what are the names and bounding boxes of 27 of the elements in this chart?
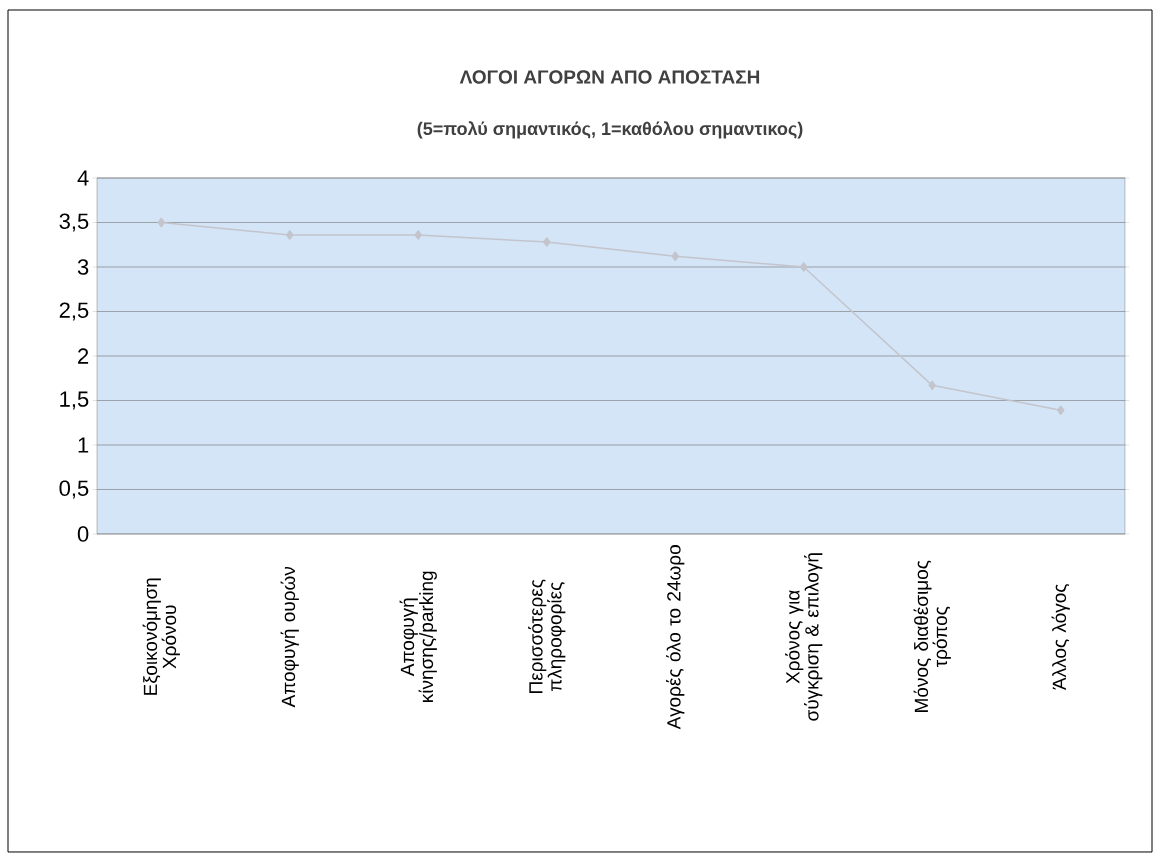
point — [414, 230, 422, 240]
x-tick-label: Αποφυγή ουρών — [280, 566, 299, 708]
x-tick-label: Αγορές όλο το 24ωρο — [666, 545, 685, 730]
x-tick-label: Χρόνος για σύγκριση & επιλογή — [785, 553, 823, 721]
y-tick-label: 0,5 — [59, 480, 89, 499]
y-tick-label: 3,5 — [59, 213, 89, 232]
chart-title: ΛΟΓΟΙ ΑΓΟΡΩΝ ΑΠΟ ΑΠΟΣΤΑΣΗ — [459, 70, 760, 84]
y-tick-label: 3 — [77, 259, 89, 275]
point — [671, 251, 679, 262]
point — [286, 230, 294, 240]
x-tick-label: Μόνος διαθέσιμος τρόπος — [913, 560, 951, 712]
point — [157, 217, 166, 228]
x-tick-label: Άλλος λόγος — [1051, 584, 1070, 690]
point — [928, 380, 936, 391]
y-tick-label: 0 — [77, 526, 89, 542]
x-tick-label: Εξοικονόμηση Χρόνου — [142, 578, 180, 695]
x-tick-label: Αποφυγή κίνησης/parking — [399, 571, 437, 702]
y-tick-label: 2,5 — [59, 302, 89, 321]
y-tick-label: 1,5 — [60, 391, 89, 410]
y-tick-label: 1 — [78, 437, 89, 453]
y-tick-label: 4 — [77, 170, 89, 186]
y-tick-label: 2 — [78, 348, 89, 364]
x-tick-label: Περισσότερες πληροφορίες — [528, 579, 566, 693]
chart-subtitle: (5=πολύ σημαντικός, 1=καθόλου σημαντικος) — [417, 121, 803, 139]
point — [1056, 405, 1065, 416]
point — [799, 262, 808, 272]
point — [542, 237, 551, 247]
